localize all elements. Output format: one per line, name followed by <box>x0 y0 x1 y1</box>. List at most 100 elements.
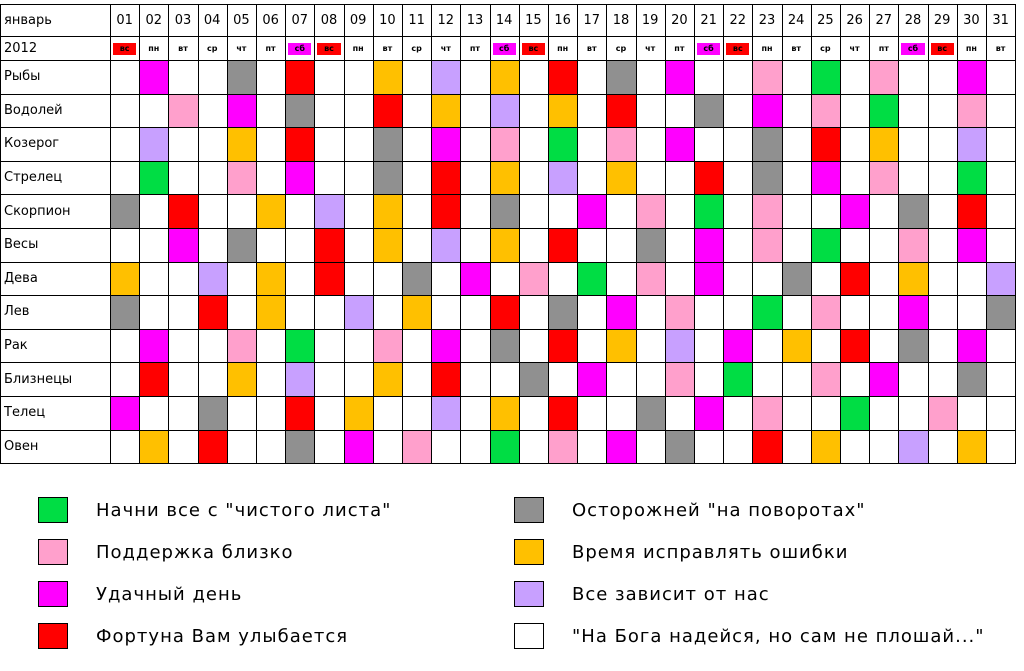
forecast-cell <box>840 261 870 296</box>
forecast-cell <box>577 261 607 296</box>
weekday-label: пн <box>148 43 160 53</box>
legend-label: Все зависит от нас <box>572 583 770 605</box>
forecast-cell <box>956 127 986 161</box>
weekday-label: вт <box>178 43 188 53</box>
forecast-cell <box>898 261 928 296</box>
day-number: 05 <box>233 12 250 28</box>
forecast-cell <box>869 60 899 94</box>
weekday-cell <box>667 43 691 55</box>
forecast-cell <box>431 60 461 94</box>
forecast-cell <box>956 362 986 396</box>
weekday-cell <box>872 43 896 55</box>
weekday-cell <box>638 43 662 55</box>
forecast-cell <box>285 93 315 128</box>
forecast-cell <box>810 160 840 195</box>
sign-label: Дева <box>4 270 38 286</box>
grid-line-v <box>898 4 900 465</box>
sign-label: Водолей <box>4 102 63 118</box>
weekday-label: вс <box>937 43 948 53</box>
grid-line-v <box>781 4 783 465</box>
forecast-cell <box>606 295 636 329</box>
forecast-cell <box>256 261 286 296</box>
grid-line-v <box>752 4 754 465</box>
day-number: 19 <box>641 12 659 28</box>
grid-line-h <box>0 160 1016 162</box>
day-number: 20 <box>671 12 688 28</box>
day-number: 15 <box>525 12 542 28</box>
forecast-cell <box>548 328 578 363</box>
forecast-cell <box>489 194 519 228</box>
day-number: 25 <box>817 12 834 28</box>
legend-item: "На Бога надейся, но сам не плошай..." <box>514 622 985 650</box>
grid-line-v <box>956 4 958 465</box>
weekday-label: чт <box>645 43 656 53</box>
day-number: 04 <box>203 12 221 28</box>
weekday-cell <box>551 43 575 55</box>
weekday-label: пт <box>674 43 685 53</box>
weekday-cell <box>346 43 370 55</box>
grid-line-v <box>664 4 666 465</box>
forecast-cell <box>869 93 899 128</box>
weekday-label: пн <box>557 43 569 53</box>
forecast-cell <box>694 396 724 430</box>
weekday-cell <box>492 43 516 55</box>
forecast-cell <box>431 127 461 161</box>
weekday-cell <box>580 43 604 55</box>
weekday-cell <box>317 43 341 55</box>
forecast-cell <box>606 60 636 94</box>
weekday-cell <box>259 43 283 55</box>
forecast-cell <box>402 429 432 464</box>
forecast-cell <box>139 60 169 94</box>
forecast-cell <box>285 429 315 464</box>
grid-line-v <box>139 4 141 465</box>
grid-line-h <box>0 194 1016 196</box>
day-number: 27 <box>875 12 893 28</box>
forecast-cell <box>372 127 402 161</box>
forecast-cell <box>752 160 782 195</box>
grid-line-v <box>489 4 491 465</box>
grid-line-h <box>0 463 1016 465</box>
grid-line-v <box>431 4 433 465</box>
forecast-cell <box>489 295 519 329</box>
grid-line-v <box>226 4 228 465</box>
forecast-cell <box>548 429 578 464</box>
legend-swatch <box>38 539 68 565</box>
sign-label: Лев <box>4 304 30 320</box>
forecast-cell <box>781 261 811 296</box>
grid-line-v <box>343 4 345 465</box>
weekday-cell <box>697 43 721 55</box>
weekday-cell <box>521 43 545 55</box>
forecast-cell <box>752 194 782 228</box>
day-number: 07 <box>291 12 309 28</box>
grid-line-h <box>0 36 1016 37</box>
forecast-cell <box>635 261 665 296</box>
forecast-cell <box>226 160 256 195</box>
day-number: 13 <box>466 12 484 28</box>
grid-line-v <box>110 4 111 465</box>
forecast-cell <box>372 362 402 396</box>
forecast-cell <box>168 194 198 228</box>
forecast-cell <box>489 228 519 262</box>
forecast-cell <box>548 127 578 161</box>
forecast-cell <box>226 362 256 396</box>
forecast-cell <box>285 328 315 363</box>
forecast-cell <box>548 60 578 94</box>
forecast-cell <box>139 362 169 396</box>
weekday-label: пн <box>761 43 773 53</box>
grid-line-v <box>1015 4 1017 465</box>
weekday-label: пт <box>265 43 276 53</box>
grid-line-h <box>0 127 1016 129</box>
weekday-cell <box>930 43 954 55</box>
forecast-cell <box>956 160 986 195</box>
forecast-cell <box>723 328 753 363</box>
forecast-cell <box>986 261 1016 296</box>
year-label: 2012 <box>4 40 38 56</box>
forecast-cell <box>168 228 198 262</box>
forecast-cell <box>343 429 373 464</box>
sign-label: Козерог <box>4 136 60 152</box>
forecast-cell <box>431 396 461 430</box>
sign-label: Рыбы <box>4 69 41 85</box>
legend-swatch <box>514 581 544 607</box>
day-number: 02 <box>145 12 163 28</box>
legend-label: Удачный день <box>96 583 243 605</box>
